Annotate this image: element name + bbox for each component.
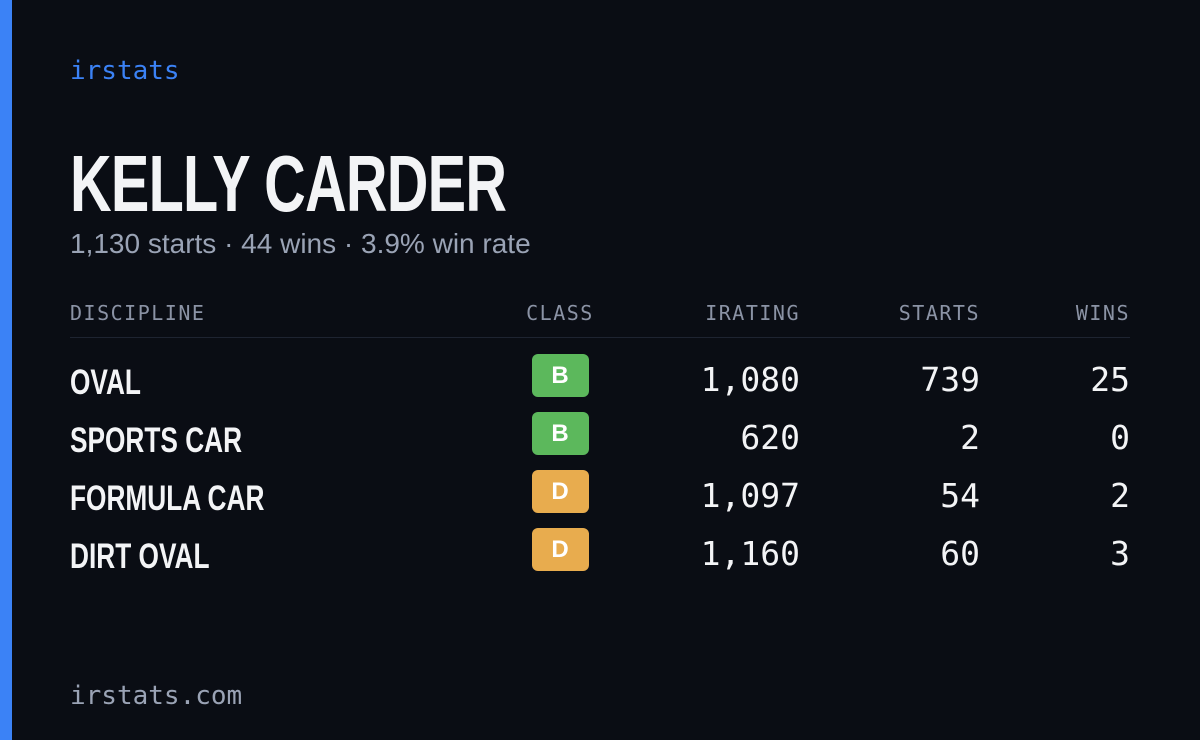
wins: 25 xyxy=(1090,360,1130,399)
accent-stripe xyxy=(0,0,12,740)
discipline: FORMULA CAR xyxy=(70,479,265,518)
irating: 1,160 xyxy=(700,534,800,573)
driver-summary: 1,130 starts · 44 wins · 3.9% win rate xyxy=(70,228,531,259)
class-badge: D xyxy=(531,470,589,513)
class-badge: B xyxy=(531,354,589,397)
discipline: SPORTS CAR xyxy=(70,421,243,460)
footer: irstats.com xyxy=(70,681,243,711)
driver-name: KELLY CARDER xyxy=(70,139,507,228)
brand: irstats xyxy=(70,56,180,86)
discipline: DIRT OVAL xyxy=(70,537,210,576)
starts: 739 xyxy=(920,360,980,399)
irating: 1,097 xyxy=(700,476,800,515)
irating: 1,080 xyxy=(700,360,800,399)
wins: 0 xyxy=(1110,418,1130,457)
wins: 3 xyxy=(1110,534,1130,573)
starts: 2 xyxy=(960,418,980,457)
column-header: STARTS xyxy=(898,301,980,325)
column-header: WINS xyxy=(1075,301,1130,325)
starts: 60 xyxy=(940,534,980,573)
column-header: DISCIPLINE xyxy=(70,301,206,325)
discipline: OVAL xyxy=(70,363,141,402)
irating: 620 xyxy=(740,418,800,457)
starts: 54 xyxy=(940,476,980,515)
class-badge: D xyxy=(531,528,589,571)
column-header: CLASS xyxy=(526,301,594,325)
header-rule xyxy=(70,337,1130,338)
class-badge: B xyxy=(531,412,589,455)
wins: 2 xyxy=(1110,476,1130,515)
column-header: IRATING xyxy=(705,301,800,325)
